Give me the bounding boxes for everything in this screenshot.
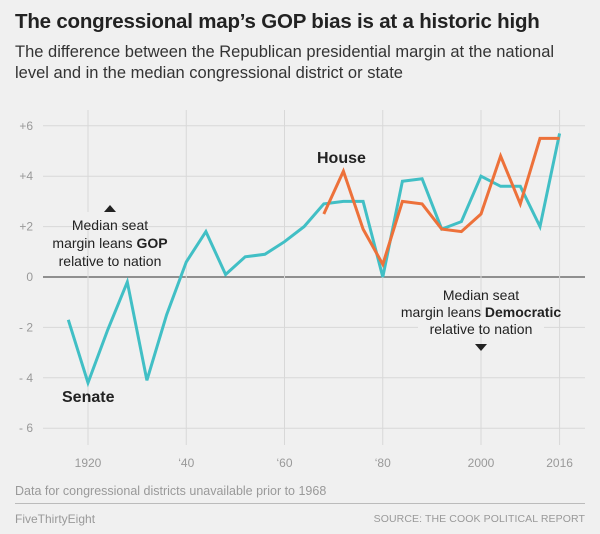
annotation-dem-line2: margin leans Democratic — [401, 304, 562, 320]
chart-subtitle: The difference between the Republican pr… — [15, 43, 555, 82]
x-tick-label: ‘80 — [375, 456, 391, 470]
annotation-gop-line2: margin leans GOP — [52, 235, 167, 251]
grid — [43, 110, 585, 445]
annotation-dem-bg — [418, 316, 544, 329]
x-tick-label: 2000 — [468, 456, 495, 470]
x-tick-label: 2016 — [546, 456, 573, 470]
y-tick-label: +2 — [19, 220, 33, 234]
senate-label: Senate — [62, 389, 115, 406]
footer-divider — [15, 503, 585, 504]
annotation-gop-line3: relative to nation — [59, 253, 162, 269]
source-credit: SOURCE: THE COOK POLITICAL REPORT — [373, 513, 585, 525]
x-tick-label: ‘40 — [178, 456, 194, 470]
footnote: Data for congressional districts unavail… — [15, 484, 327, 498]
series-group — [66, 133, 562, 388]
x-tick-label: 1920 — [75, 456, 102, 470]
chart-title: The congressional map’s GOP bias is at a… — [15, 10, 540, 33]
y-tick-label: - 6 — [19, 421, 33, 435]
brand-logo: FiveThirtyEight — [15, 512, 96, 526]
annotation-gop-line2-text: margin leans — [52, 235, 136, 251]
annotation-gop-bold: GOP — [136, 235, 167, 251]
annotation-gop: Median seat margin leans GOP relative to… — [52, 205, 168, 269]
y-tick-label: - 4 — [19, 371, 33, 385]
annotation-dem-line2-text: margin leans — [401, 304, 485, 320]
series-line-house — [322, 136, 560, 269]
annotation-dem-bold: Democratic — [485, 304, 561, 320]
y-tick-label: 0 — [26, 270, 33, 284]
x-axis: 1920 ‘40 ‘60 ‘80 2000 2016 — [75, 456, 574, 470]
annotation-gop-bg — [62, 212, 162, 226]
annotation-dem-line3: relative to nation — [430, 321, 533, 337]
arrow-down-icon — [475, 344, 487, 351]
y-axis: +6 +4 +2 0 - 2 - 4 - 6 — [19, 119, 33, 435]
annotation-dem-line1: Median seat — [443, 287, 519, 303]
y-tick-label: +6 — [19, 119, 33, 133]
arrow-up-icon — [104, 205, 116, 212]
y-tick-label: +4 — [19, 169, 33, 183]
x-tick-label: ‘60 — [276, 456, 292, 470]
house-label: House — [317, 150, 366, 167]
annotation-gop-line1: Median seat — [72, 217, 148, 233]
y-tick-label: - 2 — [19, 320, 33, 334]
series-line-senate — [66, 133, 562, 388]
annotation-dem: Median seat margin leans Democratic rela… — [401, 287, 562, 351]
